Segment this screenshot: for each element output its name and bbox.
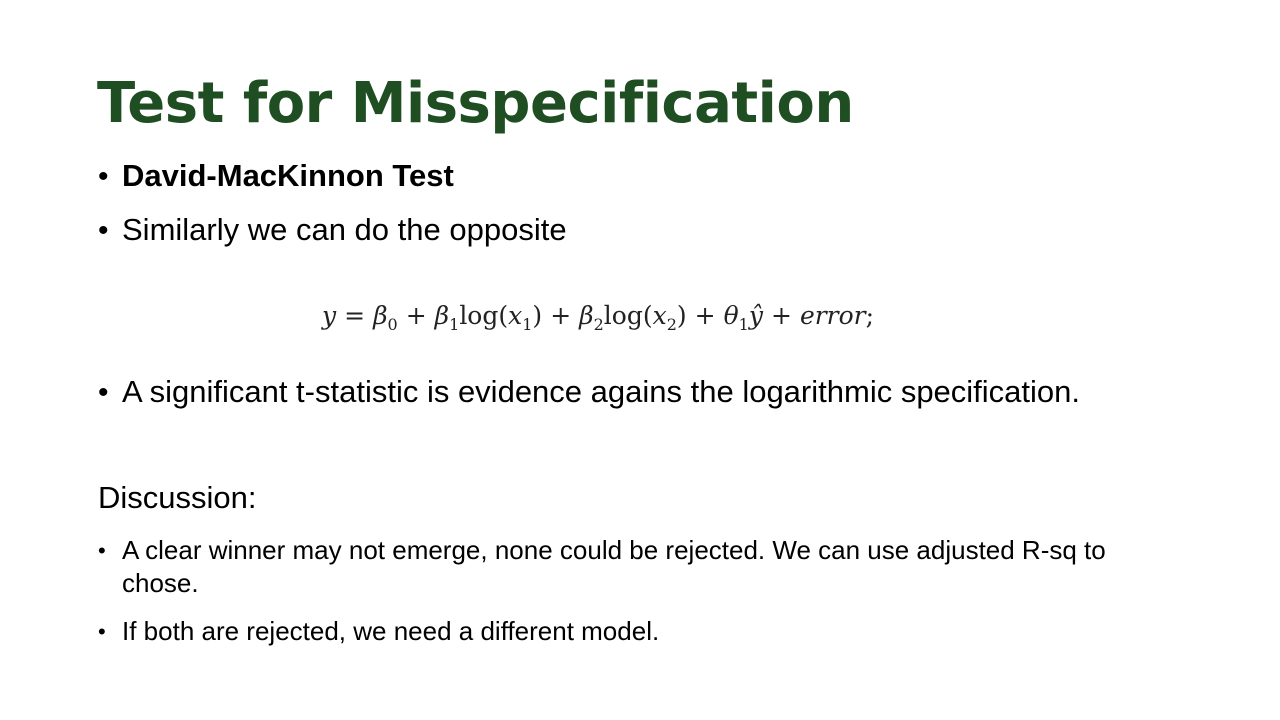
discussion-bullet: • If both are rejected, we need a differ… bbox=[98, 615, 1172, 648]
bullet-text: Similarly we can do the opposite bbox=[122, 212, 567, 247]
formula-beta2: β bbox=[579, 301, 594, 330]
formula-x2: x bbox=[652, 301, 667, 330]
formula-semicolon: ; bbox=[865, 301, 875, 330]
discussion-bullet-text: If both are rejected, we need a differen… bbox=[122, 616, 660, 646]
formula-yhat: ŷ bbox=[748, 301, 763, 330]
formula-plus: + bbox=[694, 301, 716, 330]
bullet-text: David-MacKinnon Test bbox=[122, 158, 454, 193]
formula-theta-sub: 1 bbox=[738, 315, 749, 334]
formula-error: error bbox=[799, 301, 866, 330]
bullet-dot: • bbox=[98, 160, 109, 193]
formula-x1: x bbox=[508, 301, 523, 330]
discussion-bullet-text: A clear winner may not emerge, none coul… bbox=[122, 535, 1106, 598]
formula-plus: + bbox=[550, 301, 572, 330]
formula-beta2-sub: 2 bbox=[593, 315, 604, 334]
bullet-dot: • bbox=[98, 214, 109, 247]
bullet-item: • David-MacKinnon Test bbox=[98, 156, 454, 197]
formula-beta1-sub: 1 bbox=[449, 315, 460, 334]
formula-plus: + bbox=[770, 301, 792, 330]
formula-beta1: β bbox=[434, 301, 450, 330]
formula-eq: = bbox=[344, 301, 366, 330]
formula-log2: log( bbox=[603, 301, 653, 330]
bullet-dot: • bbox=[98, 538, 106, 563]
regression-formula: y = β0 + β1log(x1) + β2log(x2) + θ1ŷ + error; bbox=[322, 296, 874, 345]
formula-close2: ) bbox=[676, 301, 687, 330]
slide-title: Test for Misspecification bbox=[97, 71, 854, 136]
discussion-heading: Discussion: bbox=[98, 480, 257, 515]
bullet-item: • A significant t-statistic is evidence … bbox=[98, 372, 1080, 413]
formula-log1: log( bbox=[459, 301, 509, 330]
formula-beta0: β bbox=[373, 301, 388, 330]
formula-x1-sub: 1 bbox=[522, 315, 533, 334]
formula-theta: θ bbox=[723, 301, 739, 330]
formula-beta0-sub: 0 bbox=[387, 315, 398, 334]
bullet-item: • Similarly we can do the opposite bbox=[98, 210, 567, 251]
bullet-dot: • bbox=[98, 376, 109, 409]
formula-y: y bbox=[322, 301, 337, 330]
formula-close1: ) bbox=[532, 301, 543, 330]
bullet-text: A significant t-statistic is evidence ag… bbox=[122, 374, 1081, 409]
bullet-dot: • bbox=[98, 619, 106, 644]
formula-x2-sub: 2 bbox=[666, 315, 677, 334]
discussion-bullet: • A clear winner may not emerge, none co… bbox=[98, 534, 1172, 600]
formula-plus: + bbox=[405, 301, 427, 330]
